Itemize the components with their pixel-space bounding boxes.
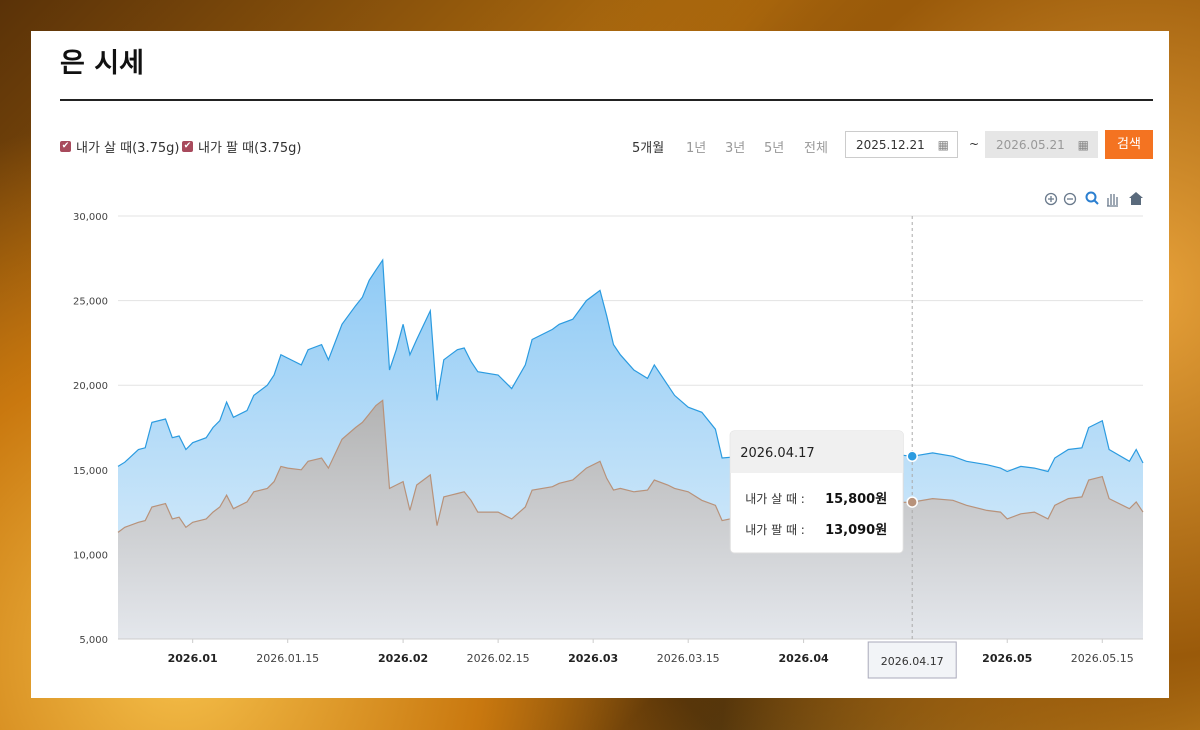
- end-date-input[interactable]: 2026.05.21 ▦: [985, 131, 1098, 158]
- zoom-out-button[interactable]: [1063, 192, 1077, 206]
- tooltip-value: 15,800원: [825, 492, 887, 507]
- y-tick-label: 20,000: [73, 381, 108, 392]
- plot-area: 5,000 10,000 15,000 20,000 25,000 30,000 2026.…: [73, 212, 1144, 679]
- separator: ~: [969, 137, 980, 151]
- hover-dot: [906, 496, 918, 508]
- checkbox[interactable]: ✔: [182, 141, 193, 152]
- x-tick-label: 2026.03: [568, 652, 618, 665]
- period-button[interactable]: 전체: [804, 141, 828, 156]
- x-tick-label: 2026.05: [982, 652, 1032, 665]
- x-tick-label: 2026.02.15: [467, 652, 530, 665]
- legend-label: 내가 살 때(3.75g): [76, 141, 180, 156]
- tooltip-title: 2026.04.17: [740, 446, 814, 461]
- toolbar: [1044, 191, 1143, 207]
- start-date: 2025.12.21: [856, 138, 925, 152]
- checkbox[interactable]: ✔: [60, 141, 71, 152]
- zoom-in-button[interactable]: [1044, 192, 1058, 206]
- calendar-icon[interactable]: ▦: [937, 138, 949, 152]
- legend-label: 내가 팔 때(3.75g): [198, 141, 302, 156]
- line: [117, 399, 1144, 533]
- x-tick-label: 2026.05.15: [1071, 652, 1134, 665]
- zoom-select-button[interactable]: [1085, 191, 1099, 205]
- x-tick-label: 2026.04: [779, 652, 829, 665]
- search-button[interactable]: 검색: [1105, 130, 1153, 159]
- crosshair-label: 2026.04.17: [881, 655, 944, 668]
- legend-checkbox[interactable]: ✔ 내가 살 때(3.75g): [60, 137, 179, 156]
- y-tick-label: 25,000: [73, 297, 108, 308]
- end-date: 2026.05.21: [996, 138, 1065, 152]
- period-button[interactable]: 5년: [764, 141, 785, 156]
- x-tick-label: 2026.02: [378, 652, 428, 665]
- reset-button[interactable]: [1129, 192, 1143, 205]
- tooltip-value: 13,090원: [825, 523, 887, 538]
- y-tick-label: 15,000: [73, 466, 108, 477]
- tooltip-header: [730, 431, 904, 473]
- page-title: 은 시세: [60, 48, 144, 79]
- divider: [60, 99, 1153, 101]
- pan-button[interactable]: [1107, 194, 1118, 207]
- legend-checkbox[interactable]: ✔ 내가 팔 때(3.75g): [182, 137, 301, 156]
- x-tick-label: 2026.03.15: [657, 652, 720, 665]
- y-tick-label: 10,000: [73, 550, 108, 561]
- period-button[interactable]: 1년: [686, 141, 707, 156]
- period-button[interactable]: 5개월: [632, 141, 665, 156]
- calendar-icon[interactable]: ▦: [1077, 138, 1089, 152]
- area: [118, 400, 1143, 639]
- y-tick-label: 5,000: [79, 635, 108, 646]
- x-tick-label: 2026.01.15: [256, 652, 319, 665]
- tooltip-label: 내가 살 때 :: [745, 492, 805, 506]
- x-tick-label: 2026.01: [168, 652, 218, 665]
- line: [117, 258, 1144, 473]
- crosshair-label-box: [867, 641, 957, 679]
- hover-dot: [906, 450, 918, 463]
- period-button[interactable]: 3년: [725, 141, 746, 156]
- start-date-input[interactable]: 2025.12.21 ▦: [845, 131, 958, 158]
- y-tick-label: 30,000: [73, 212, 108, 223]
- tooltip-label: 내가 팔 때 :: [745, 523, 805, 537]
